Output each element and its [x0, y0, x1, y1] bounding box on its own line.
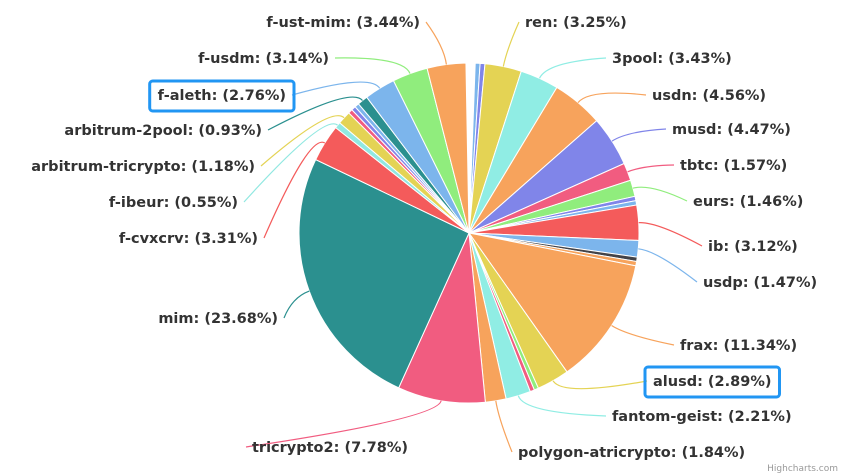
highlight-boxes — [148, 79, 781, 399]
slice-labels: ren: (3.25%) 3pool: (3.43%) usdn: (4.56%) m… — [31, 15, 817, 461]
slice-label: usdn: (4.56%) — [652, 88, 766, 104]
slice-label: tbtc: (1.57%) — [680, 158, 787, 174]
label-connector — [638, 248, 698, 283]
label-connector — [267, 96, 363, 131]
label-connector — [245, 400, 442, 448]
slice-label: f-cvxcrv: (3.31%) — [119, 231, 258, 247]
highlight-box — [643, 365, 781, 399]
slice-label: ren: (3.25%) — [525, 15, 627, 31]
label-connector — [425, 21, 447, 65]
slice-label: arbitrum-tricrypto: (1.18%) — [31, 159, 255, 175]
label-connectors — [243, 21, 703, 453]
slice-label: fantom-geist: (2.21%) — [612, 409, 792, 425]
slice-label: f-usdm: (3.14%) — [198, 51, 329, 67]
chart-credit: Highcharts.com — [767, 464, 838, 474]
label-connector — [283, 290, 310, 319]
slice-label: usdp: (1.47%) — [703, 275, 817, 291]
slice-label: f-aleth: (2.76%) — [158, 88, 286, 104]
slice-label: arbitrum-2pool: (0.93%) — [64, 123, 262, 139]
label-connector — [334, 57, 411, 74]
label-connector — [502, 21, 520, 67]
label-connector — [263, 141, 326, 239]
label-connector — [495, 400, 513, 453]
label-connector — [243, 123, 338, 203]
label-connector — [260, 115, 345, 167]
highlight-box — [148, 79, 296, 113]
pie-slice[interactable] — [398, 231, 486, 404]
label-connector — [552, 380, 648, 390]
pie-slices — [298, 62, 640, 404]
label-connector — [538, 57, 607, 79]
label-connector — [577, 92, 647, 104]
label-connector — [611, 324, 675, 346]
label-connector — [517, 395, 607, 417]
slice-label: eurs: (1.46%) — [693, 194, 803, 210]
label-connector — [611, 128, 667, 142]
label-connector — [627, 164, 675, 173]
slice-label: musd: (4.47%) — [672, 122, 791, 138]
slice-label: frax: (11.34%) — [680, 338, 797, 354]
label-connector — [638, 222, 703, 247]
label-connector — [632, 186, 688, 202]
slice-label: tricrypto2: (7.78%) — [252, 440, 408, 456]
slice-label: f-ust-mim: (3.44%) — [266, 15, 420, 31]
slice-label: f-ibeur: (0.55%) — [109, 195, 238, 211]
slice-label: ib: (3.12%) — [708, 239, 798, 255]
pie-slice[interactable] — [298, 158, 470, 389]
slice-label: alusd: (2.89%) — [653, 374, 772, 390]
slice-label: 3pool: (3.43%) — [612, 51, 732, 67]
slice-label: mim: (23.68%) — [158, 311, 278, 327]
label-connector — [291, 81, 381, 96]
slice-label: polygon-atricrypto: (1.84%) — [518, 445, 745, 461]
pie-slice[interactable] — [426, 62, 470, 234]
